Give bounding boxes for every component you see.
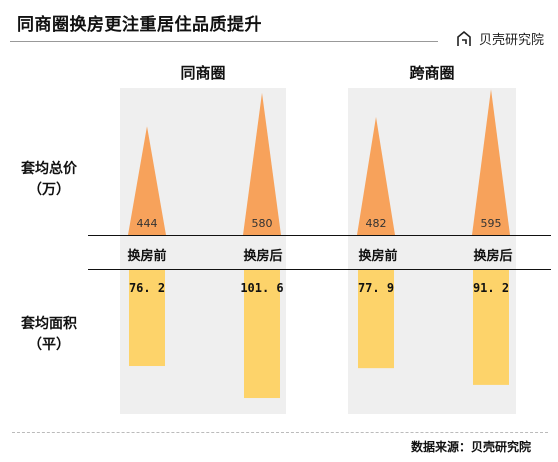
price-triangle-1-0 <box>357 116 395 235</box>
row-label-area: 套均面积 （平） <box>14 314 84 356</box>
brand-logo: 贝壳研究院 <box>455 29 544 48</box>
row-label-area-line1: 套均面积 <box>21 316 77 332</box>
area-label-0-1: 101. 6 <box>240 281 283 295</box>
price-label-0-1: 580 <box>252 217 273 230</box>
col-label-same-before: 换房前 <box>127 249 167 264</box>
chart-title: 同商圈换房更注重居住品质提升 <box>17 15 262 35</box>
brand-name: 贝壳研究院 <box>478 33 544 48</box>
area-label-0-0: 76. 2 <box>129 281 165 295</box>
data-source: 数据来源：贝壳研究院 <box>410 440 531 454</box>
footer-divider <box>12 432 548 433</box>
row-label-price-line1: 套均总价 <box>21 161 77 177</box>
col-label-cross-after: 换房后 <box>473 249 513 264</box>
area-bar-0-1 <box>244 270 280 399</box>
row-label-price-line2: （万） <box>28 182 70 198</box>
price-triangle-1-1 <box>472 89 510 235</box>
category-rule-top <box>88 235 551 236</box>
area-bar-0-0 <box>129 270 165 367</box>
price-triangle-0-0 <box>128 126 166 235</box>
price-label-1-0: 482 <box>366 217 387 230</box>
price-label-0-0: 444 <box>137 217 158 230</box>
header-divider <box>10 41 438 42</box>
area-label-1-1: 91. 2 <box>473 281 509 295</box>
group-title-cross: 跨商圈 <box>409 64 455 82</box>
col-label-same-after: 换房后 <box>243 249 283 264</box>
category-rule-bottom <box>88 269 551 270</box>
area-bar-1-0 <box>358 270 394 369</box>
area-label-1-0: 77. 9 <box>358 281 394 295</box>
house-logo-icon <box>457 30 471 46</box>
price-label-1-1: 595 <box>481 217 502 230</box>
row-label-price: 套均总价 （万） <box>14 159 84 201</box>
row-label-area-line2: （平） <box>28 337 70 353</box>
col-label-cross-before: 换房前 <box>358 249 398 264</box>
group-title-same: 同商圈 <box>180 64 226 82</box>
area-bar-1-1 <box>473 270 509 385</box>
price-triangle-0-1 <box>243 92 281 236</box>
